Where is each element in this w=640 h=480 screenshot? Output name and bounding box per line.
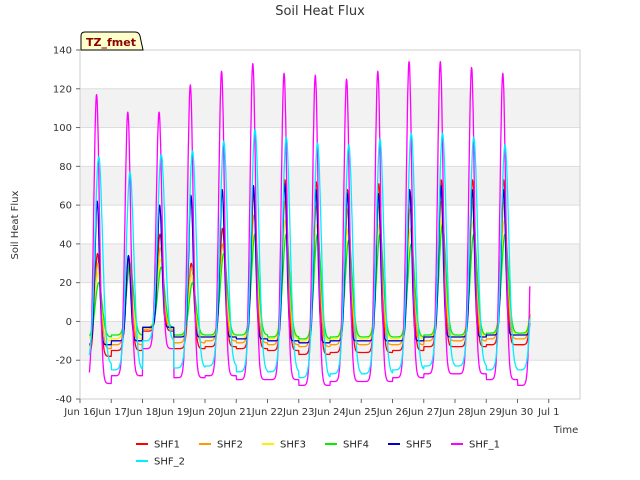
legend-label: SHF1 (154, 440, 180, 451)
x-tick-label: Jul 1 (537, 407, 560, 418)
y-tick-label: 40 (59, 239, 72, 250)
x-tick-label: Jun 23 (282, 407, 315, 418)
badge-box (80, 31, 144, 51)
x-tick-label: Jun 21 (219, 407, 252, 418)
y-tick-label: 60 (59, 201, 72, 212)
y-tick-label: -40 (56, 395, 72, 406)
legend: SHF1 SHF2 SHF3 SHF4 SHF5 SHF_1 SHF_2 (136, 440, 500, 468)
y-tick-label: 140 (53, 46, 72, 57)
x-tick-label: Jun 30 (501, 407, 534, 418)
x-tick-label: Jun 22 (251, 407, 284, 418)
chart-title: Soil Heat Flux (275, 4, 365, 19)
x-tick-label: Jun 25 (344, 407, 377, 418)
series-line-shf-2 (88, 128, 531, 379)
y-tick-label: 100 (53, 123, 72, 134)
y-tick-label: 20 (59, 278, 72, 289)
y-tick-label: -20 (56, 356, 72, 367)
tz-badge: TZ_fmet (80, 31, 144, 51)
series-layer (88, 60, 531, 387)
x-tick-label: Jun 17 (94, 407, 127, 418)
legend-label: SHF_1 (469, 440, 500, 451)
badge-label: TZ_fmet (86, 36, 136, 49)
y-axis-title: Soil Heat Flux (10, 190, 21, 259)
legend-label: SHF5 (406, 440, 432, 451)
x-axis-title: Time (553, 425, 578, 436)
x-tick-label: Jun 29 (469, 407, 502, 418)
x-tick-label: Jun 27 (407, 407, 440, 418)
x-tick-label: Jun 24 (313, 407, 346, 418)
y-tick-label: 120 (53, 84, 72, 95)
legend-label: SHF3 (280, 440, 306, 451)
x-tick-label: Jun 28 (438, 407, 471, 418)
legend-label: SHF4 (343, 440, 369, 451)
x-tick-label: Jun 16 (63, 407, 96, 418)
band (80, 88, 580, 128)
x-tick-label: Jun 19 (157, 407, 190, 418)
legend-label: SHF_2 (154, 457, 185, 468)
x-tick-label: Jun 20 (188, 407, 221, 418)
y-tick-label: 80 (59, 162, 72, 173)
legend-label: SHF2 (217, 440, 243, 451)
y-tick-label: 0 (66, 317, 72, 328)
x-tick-label: Jun 18 (126, 407, 159, 418)
x-tick-label: Jun 26 (376, 407, 409, 418)
